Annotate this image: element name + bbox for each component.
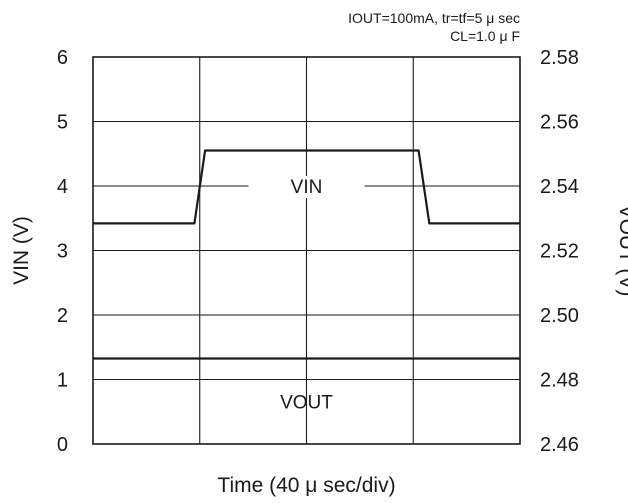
plot-frame: [92, 56, 521, 445]
left-tick-label: 2: [57, 305, 68, 327]
left-tick-label: 0: [57, 434, 68, 456]
y-axis-label-left: VIN (V): [10, 216, 33, 285]
x-axis-label: Time (40 μ sec/div): [217, 474, 395, 497]
y-axis-label-right: VOUT (V): [615, 205, 628, 297]
right-tick-label: 2.52: [540, 241, 579, 263]
left-tick-label: 3: [57, 241, 68, 263]
tick-labels: 0 1 2 3 4 5 6 2.46 2.48 2.50 2.52 2.54 2.56 2.58: [57, 47, 579, 456]
right-tick-label: 2.50: [540, 305, 579, 327]
condition-annotation: IOUT=100mA, tr=tf=5 μ sec: [348, 10, 520, 26]
grid-lines: [93, 57, 520, 444]
right-tick-label: 2.58: [540, 47, 579, 69]
left-tick-label: 5: [57, 112, 68, 134]
right-tick-label: 2.56: [540, 112, 579, 134]
series-label-vout: VOUT: [280, 393, 333, 414]
left-tick-label: 6: [57, 47, 68, 69]
series-line-vin: [93, 149, 520, 225]
left-tick-label: 4: [57, 176, 68, 198]
chart-text: Time (40 μ sec/div) VIN (V) VOUT (V) IOUT=1…: [10, 10, 628, 497]
condition-annotation: CL=1.0 μ F: [450, 28, 520, 44]
series-lines: [93, 149, 520, 360]
right-tick-label: 2.46: [540, 434, 579, 456]
right-tick-label: 2.48: [540, 370, 579, 392]
left-tick-label: 1: [57, 370, 68, 392]
vin-label-mask: [248, 176, 365, 198]
series-label-vin: VIN: [291, 177, 323, 198]
right-tick-label: 2.54: [540, 176, 579, 198]
